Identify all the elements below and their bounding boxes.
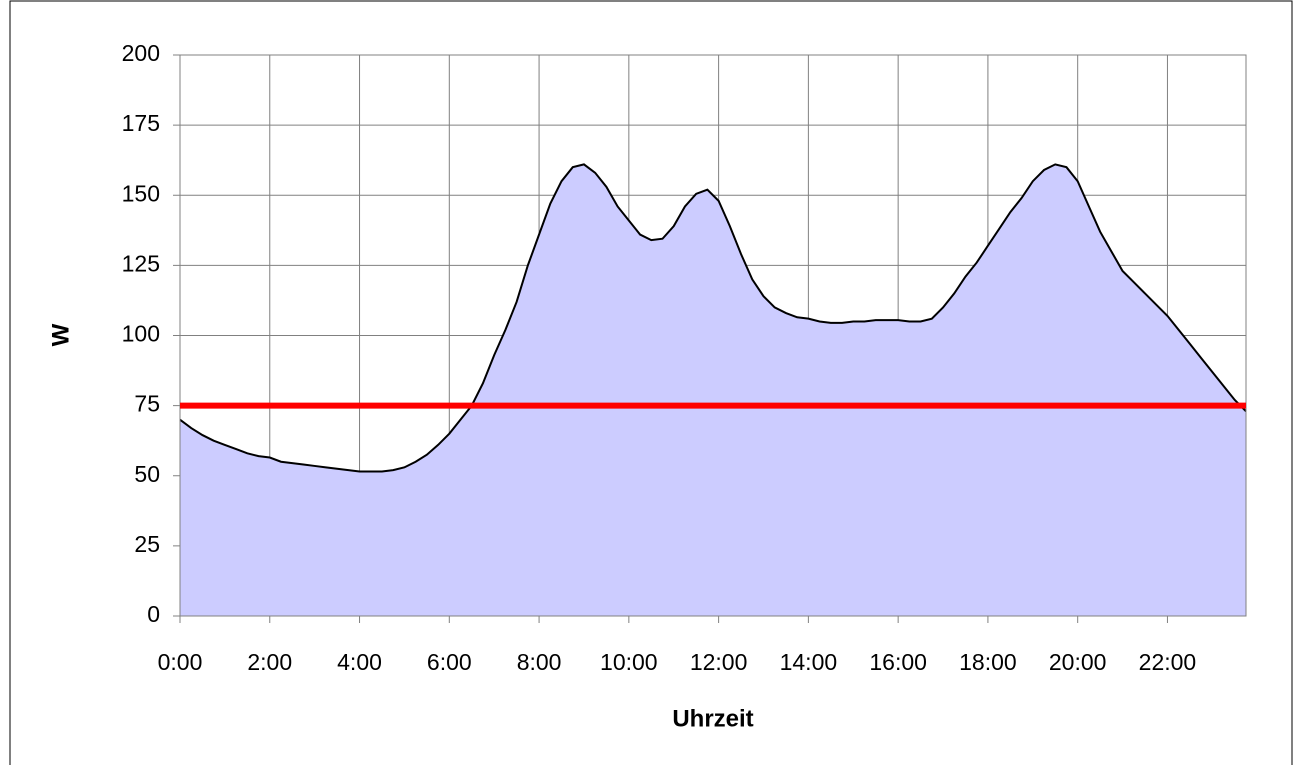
y-tick-label: 100 bbox=[122, 321, 160, 347]
area bbox=[180, 164, 1246, 616]
x-tick-label: 18:00 bbox=[959, 649, 1017, 675]
x-tick-label: 20:00 bbox=[1049, 649, 1107, 675]
line bbox=[179, 163, 1247, 473]
x-tick-label: 16:00 bbox=[869, 649, 927, 675]
x-axis-title: Uhrzeit bbox=[672, 705, 753, 732]
x-tick-label: 4:00 bbox=[337, 649, 382, 675]
x-tick-label: 10:00 bbox=[600, 649, 658, 675]
x-tick-label: 14:00 bbox=[780, 649, 838, 675]
x-tick-label: 0:00 bbox=[158, 649, 203, 675]
x-tick-label: 8:00 bbox=[517, 649, 562, 675]
y-tick-label: 0 bbox=[147, 601, 160, 627]
plot-border bbox=[179, 54, 1247, 617]
y-axis-title: W bbox=[47, 323, 74, 346]
plot-area: 0 25 50 75 100 125 150 175 200 0:00 2:00 4:00 6:00 8:… bbox=[122, 40, 1247, 675]
y-tick-label: 25 bbox=[134, 531, 160, 557]
x-tick-label: 2:00 bbox=[247, 649, 292, 675]
x-tick-label: 12:00 bbox=[690, 649, 748, 675]
y-tick-label: 150 bbox=[122, 180, 160, 206]
x-tick-label: 6:00 bbox=[427, 649, 472, 675]
y-tick-label: 75 bbox=[134, 391, 160, 417]
y-tick-label: 50 bbox=[134, 461, 160, 487]
y-tick-label: 175 bbox=[122, 110, 160, 136]
y-tick-label: 125 bbox=[122, 250, 160, 276]
x-tick-label: 22:00 bbox=[1139, 649, 1197, 675]
y-tick-label: 200 bbox=[122, 40, 160, 66]
